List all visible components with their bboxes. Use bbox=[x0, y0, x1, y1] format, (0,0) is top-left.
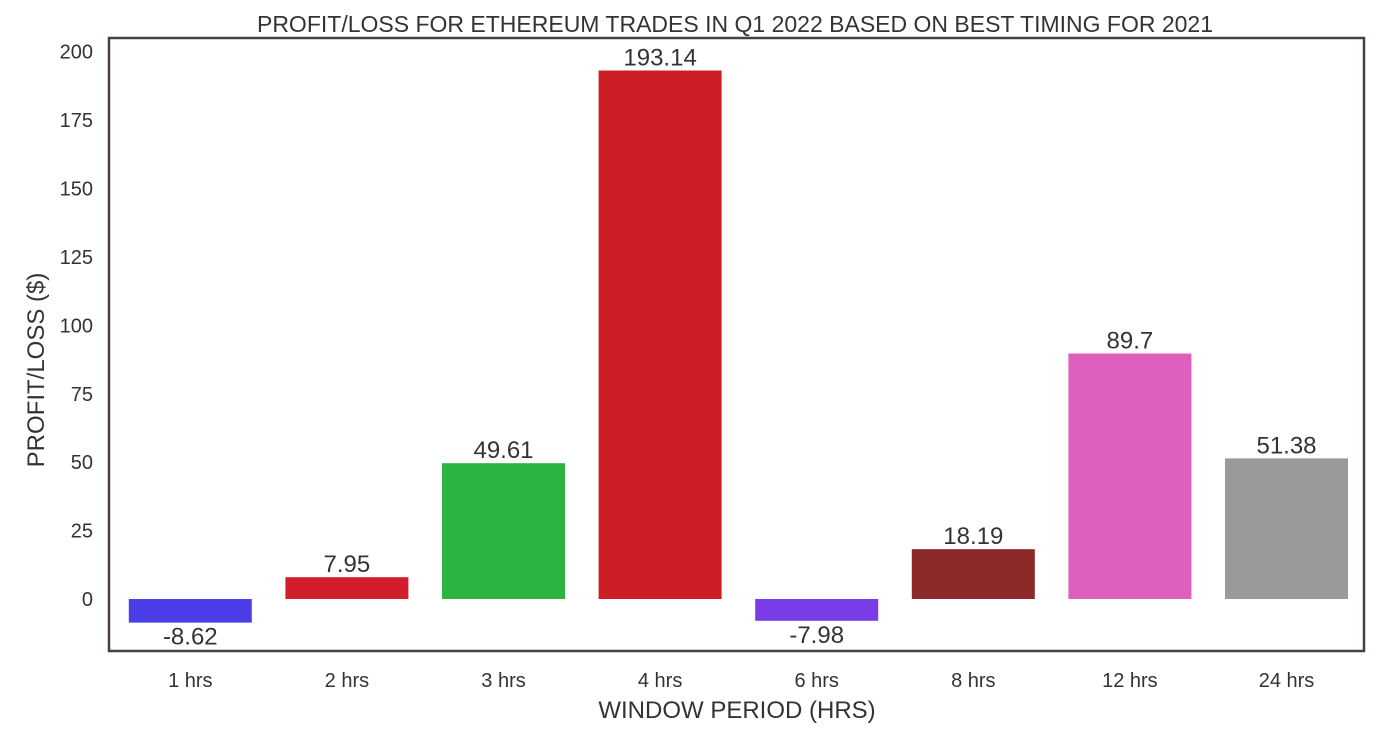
data-label: 7.95 bbox=[324, 551, 371, 578]
bar-24-hrs bbox=[1225, 458, 1348, 599]
x-tick-label: 8 hrs bbox=[951, 670, 995, 692]
x-tick-label: 6 hrs bbox=[794, 670, 838, 692]
y-axis-ticks: 0 25 50 75 100 125 150 175 200 bbox=[60, 42, 93, 611]
data-label: 51.38 bbox=[1256, 432, 1316, 459]
data-label: 49.61 bbox=[473, 437, 533, 464]
x-axis-ticks: 1 hrs 2 hrs 3 hrs 4 hrs 6 hrs 8 hrs 12 hrs 24 h… bbox=[168, 670, 1314, 692]
chart-title: PROFIT/LOSS FOR ETHEREUM TRADES IN Q1 20… bbox=[257, 11, 1213, 37]
x-axis-label: WINDOW PERIOD (HRS) bbox=[598, 697, 875, 724]
bar-1-hrs bbox=[128, 599, 252, 623]
x-tick-label: 1 hrs bbox=[168, 670, 212, 692]
bar-8-hrs bbox=[911, 549, 1035, 599]
y-tick-label: 75 bbox=[71, 384, 93, 406]
x-tick-label: 3 hrs bbox=[481, 670, 525, 692]
x-tick-label: 24 hrs bbox=[1259, 670, 1315, 692]
data-label: 18.19 bbox=[943, 523, 1003, 550]
plot-frame bbox=[107, 36, 1366, 653]
bar-3-hrs bbox=[442, 463, 565, 599]
x-tick-label: 2 hrs bbox=[325, 670, 369, 692]
y-tick-label: 175 bbox=[60, 110, 93, 132]
data-labels: -8.62 7.95 49.61 193.14 -7.98 18.19 89.7 51.38 bbox=[163, 45, 1317, 651]
data-label: -7.98 bbox=[789, 622, 844, 649]
bar-6-hrs bbox=[755, 599, 879, 621]
y-tick-label: 50 bbox=[71, 452, 93, 474]
bar-2-hrs bbox=[285, 577, 409, 599]
y-tick-label: 125 bbox=[60, 247, 93, 269]
data-label: 193.14 bbox=[623, 45, 696, 72]
data-label: 89.7 bbox=[1107, 328, 1154, 355]
y-tick-label: 25 bbox=[71, 521, 93, 543]
bar-4-hrs bbox=[598, 70, 722, 599]
bar-12-hrs bbox=[1068, 353, 1192, 599]
y-tick-label: 100 bbox=[60, 315, 93, 337]
y-axis-label: PROFIT/LOSS ($) bbox=[23, 273, 50, 468]
x-tick-label: 4 hrs bbox=[638, 670, 682, 692]
bars-layer bbox=[128, 70, 1348, 623]
y-tick-label: 150 bbox=[60, 179, 93, 201]
data-label: -8.62 bbox=[163, 624, 218, 651]
y-tick-label: 0 bbox=[82, 589, 93, 611]
x-tick-label: 12 hrs bbox=[1102, 670, 1158, 692]
y-tick-label: 200 bbox=[60, 42, 93, 64]
